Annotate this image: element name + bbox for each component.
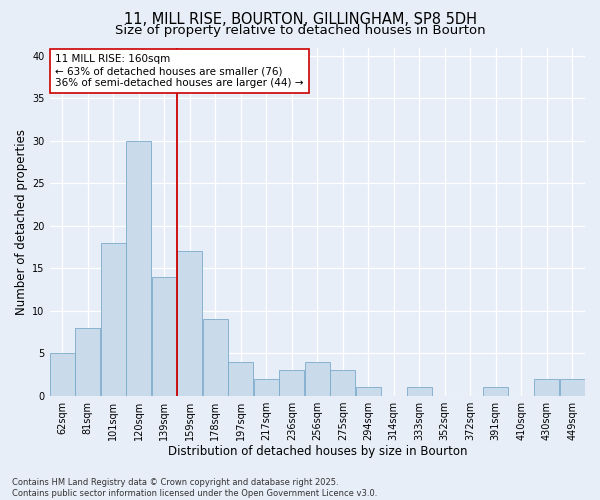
Bar xyxy=(280,370,304,396)
Bar xyxy=(407,388,431,396)
Text: Contains HM Land Registry data © Crown copyright and database right 2025.
Contai: Contains HM Land Registry data © Crown c… xyxy=(12,478,377,498)
Bar xyxy=(76,328,100,396)
Bar xyxy=(535,379,559,396)
Bar xyxy=(331,370,355,396)
Text: 11, MILL RISE, BOURTON, GILLINGHAM, SP8 5DH: 11, MILL RISE, BOURTON, GILLINGHAM, SP8 … xyxy=(124,12,476,28)
Bar xyxy=(50,354,74,396)
Text: Size of property relative to detached houses in Bourton: Size of property relative to detached ho… xyxy=(115,24,485,37)
Bar xyxy=(229,362,253,396)
Bar xyxy=(356,388,380,396)
Bar xyxy=(305,362,329,396)
Bar xyxy=(178,252,202,396)
Bar xyxy=(127,141,151,396)
Bar xyxy=(484,388,508,396)
Text: 11 MILL RISE: 160sqm
← 63% of detached houses are smaller (76)
36% of semi-detac: 11 MILL RISE: 160sqm ← 63% of detached h… xyxy=(55,54,304,88)
Bar xyxy=(560,379,584,396)
X-axis label: Distribution of detached houses by size in Bourton: Distribution of detached houses by size … xyxy=(167,444,467,458)
Bar xyxy=(254,379,278,396)
Bar xyxy=(152,277,176,396)
Y-axis label: Number of detached properties: Number of detached properties xyxy=(15,128,28,314)
Bar xyxy=(101,243,125,396)
Bar xyxy=(203,320,227,396)
